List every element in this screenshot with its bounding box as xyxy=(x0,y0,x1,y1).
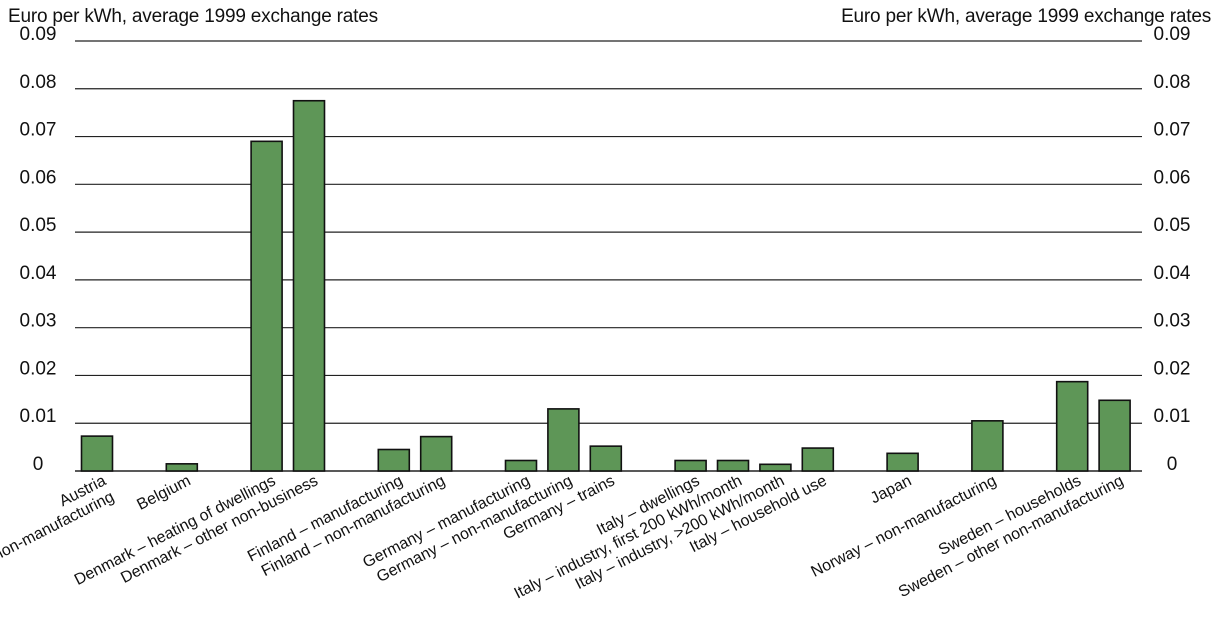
x-tick-label: Japan xyxy=(868,472,915,507)
bar xyxy=(377,448,411,472)
bar xyxy=(971,420,1004,472)
bars xyxy=(80,99,1131,472)
right-tick-label: 0.04 xyxy=(1154,263,1191,284)
left-tick-label: 0.04 xyxy=(20,263,57,284)
bar xyxy=(674,459,707,472)
left-tick-label: 0.03 xyxy=(20,311,57,332)
right-tick-label: 0.09 xyxy=(1154,24,1191,45)
bar xyxy=(886,452,919,472)
left-tick-label: 0.09 xyxy=(20,24,57,45)
right-tick-label: 0.07 xyxy=(1154,120,1191,141)
bar xyxy=(759,463,792,472)
x-tick-label: Austrianon-manufacturing xyxy=(0,472,117,564)
bar xyxy=(1098,399,1131,472)
left-tick-label: 0 xyxy=(33,454,44,475)
right-y-axis: 0 0.01 0.02 0.03 0.04 0.05 0.06 0.07 0.08 0.09 xyxy=(1154,24,1191,475)
left-tick-label: 0.08 xyxy=(20,72,57,93)
right-tick-label: 0.05 xyxy=(1154,215,1191,236)
right-tick-label: 0 xyxy=(1167,454,1178,475)
bar xyxy=(250,140,283,472)
right-tick-label: 0.01 xyxy=(1154,406,1191,427)
left-y-axis: 0 0.01 0.02 0.03 0.04 0.05 0.06 0.07 0.08 0.09 xyxy=(20,24,57,475)
bar xyxy=(801,447,835,472)
left-tick-label: 0.07 xyxy=(20,120,57,141)
right-tick-label: 0.02 xyxy=(1154,358,1191,379)
right-tick-label: 0.08 xyxy=(1154,72,1191,93)
x-tick-label: Sweden – other non-manufacturing xyxy=(896,472,1126,601)
bar xyxy=(80,435,114,472)
gridlines xyxy=(75,40,1142,472)
bar xyxy=(292,99,326,472)
right-axis-unit-label: Euro per kWh, average 1999 exchange rate… xyxy=(841,6,1211,27)
bar xyxy=(547,408,580,472)
bar xyxy=(589,445,623,472)
bar xyxy=(1055,380,1089,472)
right-tick-label: 0.06 xyxy=(1154,167,1191,188)
bar xyxy=(504,459,538,472)
bar xyxy=(716,459,750,472)
bar xyxy=(419,435,453,472)
left-tick-label: 0.05 xyxy=(20,215,57,236)
x-tick-label: Belgium xyxy=(134,472,193,513)
left-tick-label: 0.06 xyxy=(20,167,57,188)
left-tick-label: 0.02 xyxy=(20,358,57,379)
left-axis-unit-label: Euro per kWh, average 1999 exchange rate… xyxy=(8,6,378,27)
x-tick-label: Germany – non-manufacturing xyxy=(374,472,575,586)
left-tick-label: 0.01 xyxy=(20,406,57,427)
bar xyxy=(165,463,199,472)
right-tick-label: 0.03 xyxy=(1154,311,1191,332)
